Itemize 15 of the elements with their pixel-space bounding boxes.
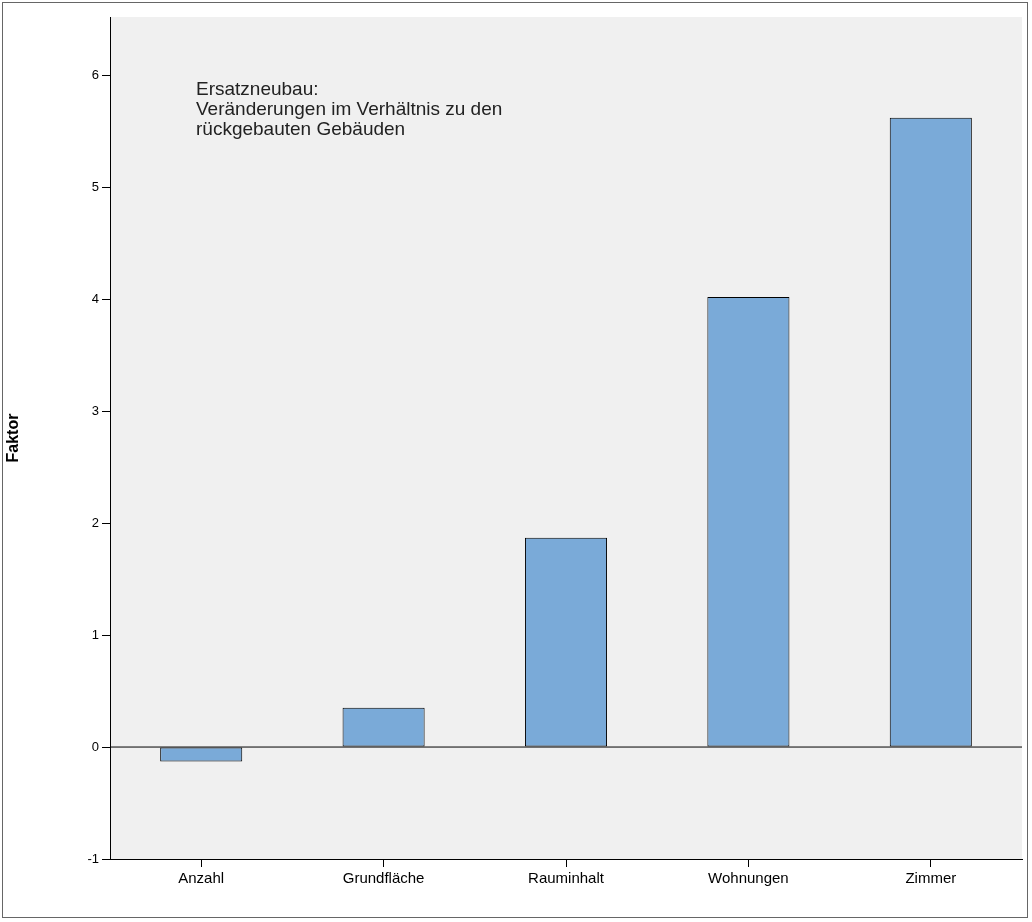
x-tick-label: Zimmer: [905, 869, 957, 887]
x-tick-label: Grundfläche: [342, 869, 425, 887]
x-tick-label: Anzahl: [178, 869, 225, 887]
y-tick-label: 3: [91, 402, 99, 418]
x-tick-label: Wohnungen: [708, 869, 789, 887]
y-tick-label: 1: [91, 626, 99, 642]
y-tick-label: -1: [87, 850, 99, 866]
y-tick-label: 5: [91, 178, 99, 194]
y-tick-label: 6: [91, 66, 99, 82]
x-tick-label: Rauminhalt: [528, 869, 605, 887]
y-tick-label: 4: [91, 290, 99, 306]
y-tick-label: 0: [91, 738, 99, 754]
text: Ersatzneubau: Veränderungen im Verhältnis zu den rückgebauten Gebäuden: [196, 77, 503, 139]
y-axis-title: Faktor: [4, 413, 22, 463]
y-tick-label: 2: [91, 514, 99, 530]
